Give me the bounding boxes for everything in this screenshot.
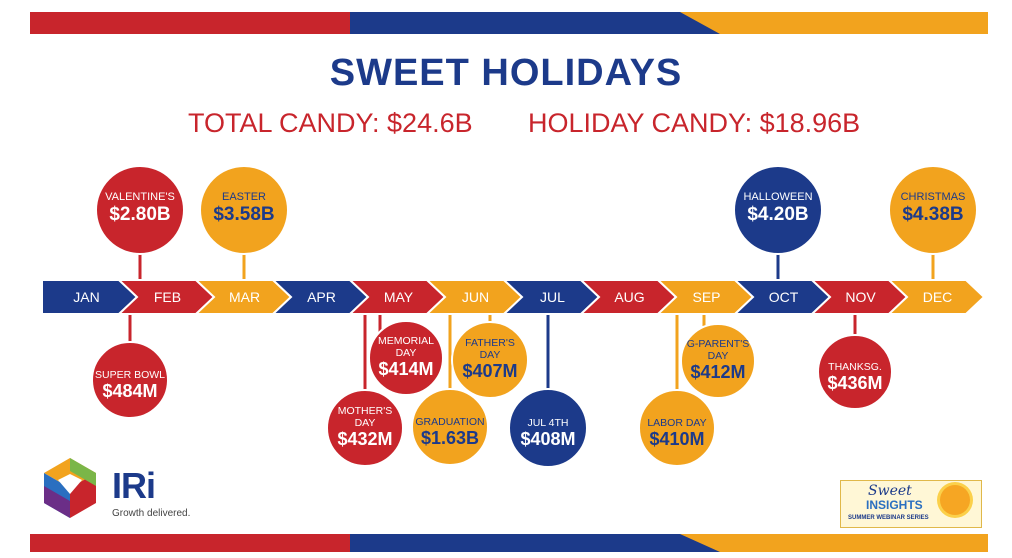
holiday-name: JUL 4TH — [527, 417, 568, 429]
holiday-circle: JUL 4TH$408M — [508, 388, 588, 468]
holiday-circle: EASTER$3.58B — [199, 165, 289, 255]
holiday-name: HALLOWEEN — [743, 191, 812, 203]
month-label: JUL — [540, 289, 565, 305]
holiday-circle: GRADUATION$1.63B — [411, 388, 489, 466]
month-label: MAY — [384, 289, 414, 305]
holiday-name: FATHER'S — [465, 337, 515, 349]
holiday-name: GRADUATION — [415, 416, 484, 428]
holiday-name: CHRISTMAS — [901, 191, 966, 203]
total-candy-label: TOTAL CANDY: $24.6B — [188, 108, 473, 138]
holiday-value: $414M — [378, 359, 433, 379]
holiday-name: DAY — [355, 417, 376, 429]
bottom-color-band — [30, 534, 988, 552]
page-title: SWEET HOLIDAYS — [329, 52, 683, 94]
holiday-name: DAY — [480, 349, 501, 361]
holiday-value: $4.20B — [747, 204, 808, 225]
holiday-circle: VALENTINE'S$2.80B — [95, 165, 185, 255]
holiday-value: $436M — [827, 373, 882, 393]
holiday-circle: CHRISTMAS$4.38B — [888, 165, 978, 255]
sun-icon — [940, 485, 970, 515]
holiday-name: VALENTINE'S — [105, 191, 175, 203]
holiday-value: $4.38B — [902, 204, 963, 225]
holiday-name: THANKSG. — [828, 361, 882, 373]
iri-tagline: Growth delivered. — [112, 508, 191, 519]
badge-line2: INSIGHTS — [866, 498, 923, 512]
holiday-circle: HALLOWEEN$4.20B — [733, 165, 823, 255]
badge-line3: SUMMER WEBINAR SERIES — [848, 515, 929, 521]
iri-logo-text: IRi — [112, 465, 156, 506]
holiday-value: $408M — [520, 429, 575, 449]
month-label: JAN — [73, 289, 99, 305]
holiday-name: EASTER — [222, 191, 266, 203]
holiday-value: $3.58B — [213, 204, 274, 225]
holiday-name: MOTHER'S — [338, 405, 393, 417]
holiday-value: $484M — [102, 381, 157, 401]
holiday-name: G-PARENT'S — [687, 338, 749, 350]
month-label: SEP — [692, 289, 720, 305]
month-label: JUN — [462, 289, 489, 305]
holiday-value: $432M — [337, 429, 392, 449]
holiday-value: $410M — [649, 429, 704, 449]
holiday-name: DAY — [396, 347, 417, 359]
month-label: OCT — [769, 289, 799, 305]
holiday-circle: SUPER BOWL$484M — [91, 341, 169, 419]
holiday-name: MEMORIAL — [378, 335, 434, 347]
badge-line1: Sweet — [868, 483, 912, 499]
holiday-value: $407M — [462, 361, 517, 381]
month-label: MAR — [229, 289, 260, 305]
holiday-name: LABOR DAY — [647, 417, 706, 429]
holiday-value: $412M — [690, 362, 745, 382]
holiday-value: $1.63B — [421, 428, 479, 448]
month-label: APR — [307, 289, 336, 305]
holiday-circle: THANKSG.$436M — [817, 334, 893, 410]
month-label: DEC — [923, 289, 953, 305]
top-color-band — [30, 12, 988, 34]
holiday-name: DAY — [708, 350, 729, 362]
iri-logo-icon — [44, 458, 96, 518]
month-label: NOV — [845, 289, 876, 305]
month-dec: DEC — [886, 279, 986, 315]
holiday-name: SUPER BOWL — [95, 369, 165, 381]
holiday-value: $2.80B — [109, 204, 170, 225]
month-jan: JAN — [41, 279, 139, 315]
month-label: AUG — [614, 289, 644, 305]
holiday-circle: LABOR DAY$410M — [638, 389, 716, 467]
holiday-candy-label: HOLIDAY CANDY: $18.96B — [528, 108, 861, 138]
month-label: FEB — [154, 289, 181, 305]
